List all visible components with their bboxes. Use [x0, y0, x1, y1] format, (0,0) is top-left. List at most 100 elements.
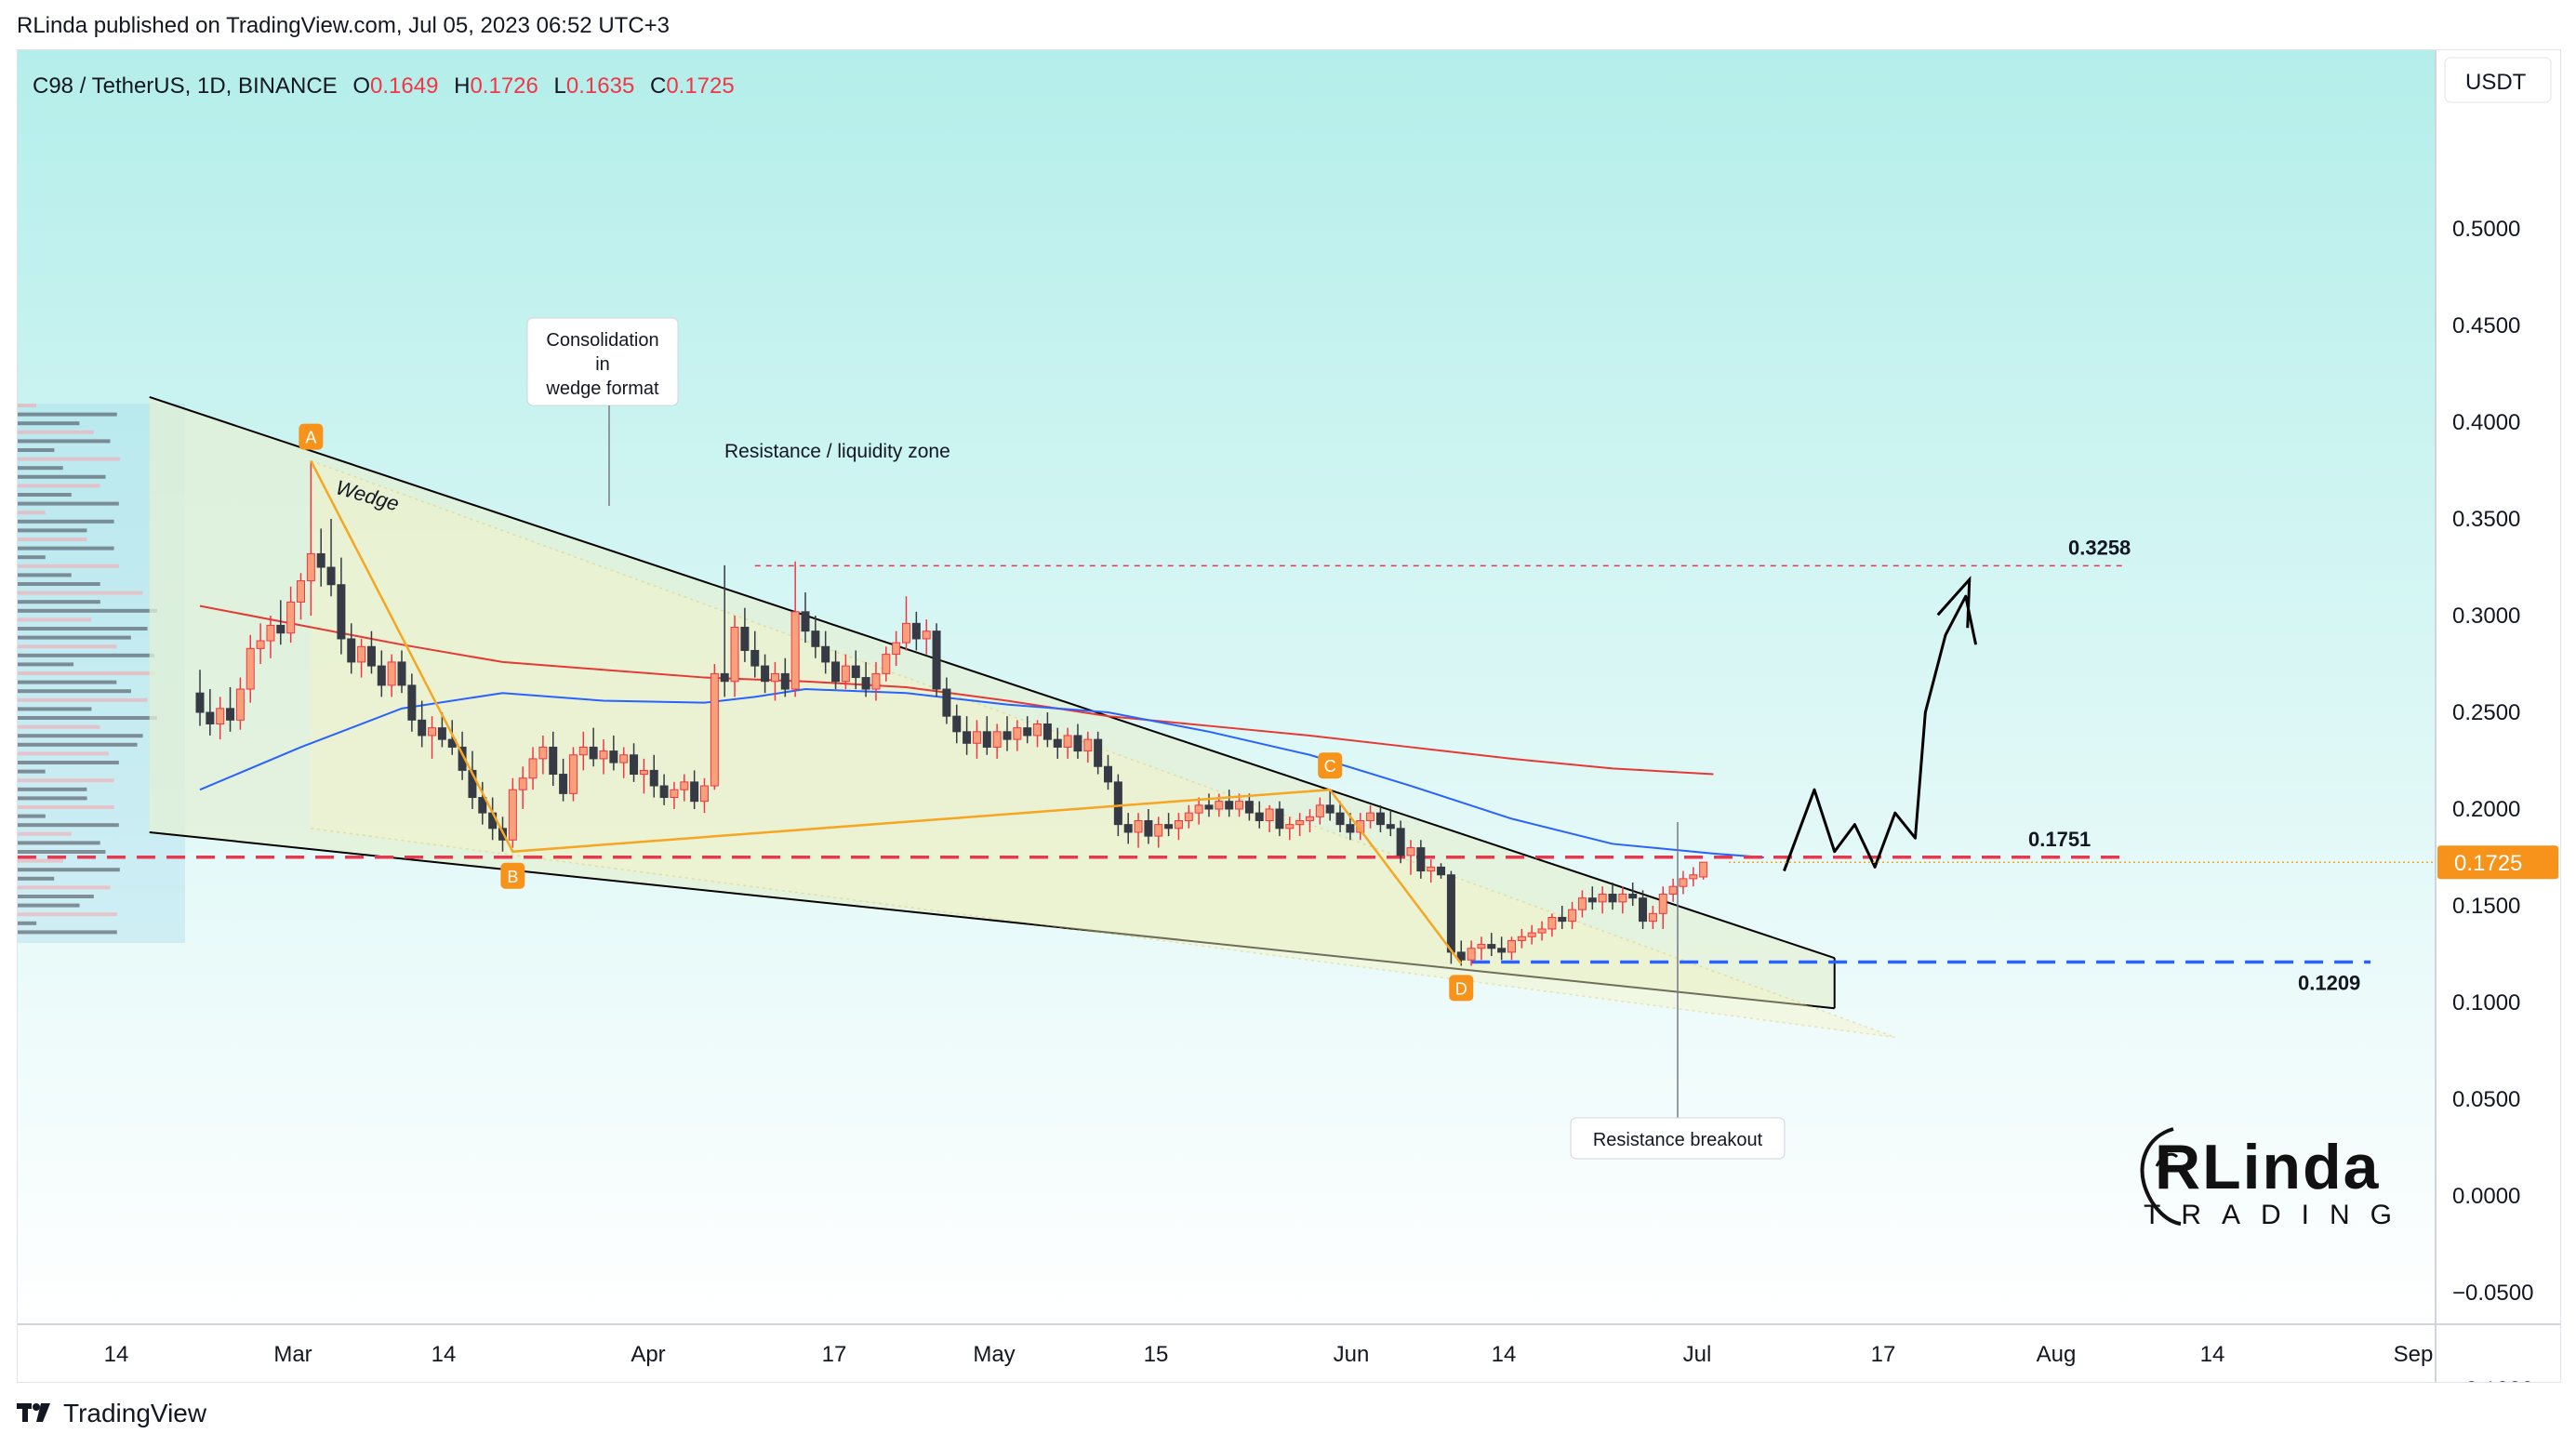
- candle-body: [1104, 765, 1112, 783]
- volume-profile-bar: [18, 805, 114, 809]
- candle-body: [256, 640, 265, 649]
- volume-profile-bar: [18, 466, 63, 471]
- resistance-zone-label: Resistance / liquidity zone: [724, 441, 950, 462]
- candle-body: [1306, 816, 1314, 821]
- volume-profile-bar: [18, 823, 119, 828]
- candle-body: [599, 750, 608, 760]
- candle-body: [1083, 738, 1093, 752]
- price-tick-label: 0.4500: [2452, 313, 2520, 339]
- currency-box[interactable]: [2444, 57, 2552, 103]
- volume-profile-bar: [18, 858, 63, 863]
- candle-body: [761, 665, 770, 683]
- candle-body: [1639, 897, 1648, 923]
- candle-body: [1325, 804, 1334, 814]
- candle-body: [1587, 897, 1597, 903]
- head-silhouette-icon: [2140, 1127, 2182, 1226]
- candle-body: [1265, 808, 1274, 821]
- ma-red-line: [199, 604, 1714, 776]
- candle-body: [549, 746, 558, 776]
- candle-body: [1215, 801, 1224, 810]
- volume-profile-bar: [18, 484, 100, 488]
- volume-profile-bar: [18, 644, 117, 649]
- tradingview-footer[interactable]: TradingView: [17, 1399, 206, 1428]
- candle-body: [861, 677, 870, 690]
- zigzag-bc-line: [512, 789, 1331, 853]
- candle-body: [1134, 819, 1143, 833]
- forecast-path: [1783, 594, 1978, 872]
- candle-body: [478, 797, 487, 814]
- volume-profile-bar: [18, 412, 117, 417]
- candle-body: [1628, 894, 1638, 899]
- candle-body: [286, 601, 296, 634]
- candle-body: [1375, 812, 1385, 826]
- publisher-line: RLinda published on TradingView.com, Jul…: [17, 13, 671, 38]
- volume-profile-bar: [18, 751, 109, 756]
- candle-body: [1386, 824, 1395, 830]
- candle-body: [841, 665, 850, 683]
- candle-body: [216, 708, 225, 724]
- candle-body: [195, 692, 205, 713]
- legend-l-label: L: [554, 73, 566, 99]
- candle-body: [1568, 909, 1577, 923]
- candle-body: [1446, 874, 1455, 953]
- volume-profile-bar: [18, 564, 119, 568]
- volume-profile-bar: [18, 689, 131, 694]
- candle-body: [468, 769, 477, 799]
- price-tick-label: 0.2500: [2452, 700, 2520, 725]
- pattern-point-label: B: [507, 868, 518, 886]
- volume-profile-bar: [18, 617, 92, 622]
- volume-profile-bar: [18, 796, 87, 801]
- candle-body: [982, 731, 991, 748]
- candle-body: [1507, 939, 1516, 953]
- candle-body: [1194, 804, 1203, 814]
- volume-profile-bar: [18, 439, 111, 444]
- candle-body: [780, 672, 790, 690]
- legend-o-label: O: [352, 73, 370, 99]
- volume-profile-bar: [18, 724, 100, 729]
- candle-body: [932, 631, 941, 690]
- candle-body: [428, 727, 437, 737]
- candle-body: [740, 626, 750, 651]
- volume-profile: [18, 404, 185, 943]
- candle-body: [387, 661, 396, 686]
- time-tick-label: Jun: [1334, 1342, 1370, 1367]
- candle-body: [397, 661, 406, 686]
- price-tick-label: 0.0000: [2452, 1184, 2520, 1209]
- candle-body: [882, 654, 891, 674]
- candle-body: [1225, 801, 1234, 810]
- candle-body: [1154, 824, 1163, 837]
- candle-body: [407, 684, 417, 721]
- price-tick-label: 0.3000: [2452, 604, 2520, 629]
- candle-body: [1577, 897, 1587, 910]
- consolidation-callout[interactable]: Consolidation in wedge format: [526, 317, 679, 506]
- breakout-callout[interactable]: Resistance breakout: [1570, 822, 1786, 1160]
- candle-body: [690, 781, 699, 803]
- candle-body: [1244, 801, 1254, 814]
- volume-profile-bar: [18, 474, 106, 479]
- candle-body: [377, 665, 386, 686]
- legend-c-label: C: [650, 73, 666, 99]
- axes: 14 Mar 14 Apr 17 May 15 Jun 14 Jul 17 Aug 14 Sep 0.500…: [104, 217, 2558, 1402]
- price-tick-label: −0.0500: [2452, 1281, 2533, 1306]
- candle-body: [649, 769, 658, 787]
- candle-body: [1094, 738, 1103, 767]
- volume-profile-bar: [18, 814, 46, 818]
- candle-body: [659, 785, 669, 799]
- candle-body: [1689, 874, 1698, 880]
- volume-profile-bar: [18, 885, 111, 890]
- candle-body: [630, 754, 639, 776]
- consolidation-line-1: Consolidation: [546, 330, 658, 351]
- candle-body: [972, 731, 981, 744]
- volume-profile-bar: [18, 680, 117, 684]
- candle-body: [1517, 936, 1526, 941]
- candle-body: [538, 746, 548, 760]
- volume-profile-bar: [18, 716, 157, 720]
- volume-profile-bar: [18, 921, 37, 925]
- volume-profile-bar: [18, 761, 119, 764]
- wedge-lower-line: [149, 830, 1835, 1010]
- candle-body: [1174, 819, 1183, 830]
- pattern-point-label: A: [305, 429, 316, 447]
- volume-profile-bar: [18, 519, 114, 524]
